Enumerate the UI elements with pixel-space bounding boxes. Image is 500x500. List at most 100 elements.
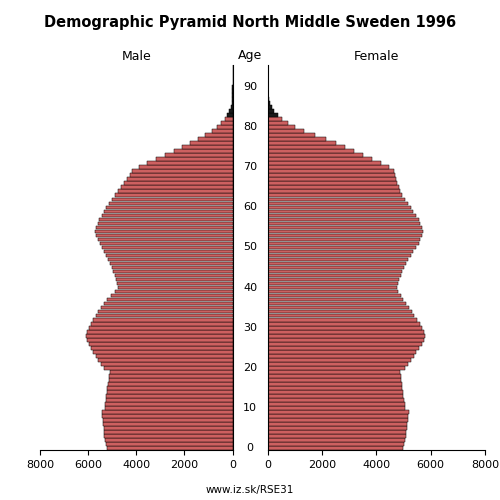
- Bar: [268, 270, 402, 274]
- Bar: [156, 158, 232, 161]
- Bar: [268, 386, 402, 390]
- Bar: [174, 150, 233, 153]
- Bar: [102, 414, 232, 418]
- Bar: [110, 262, 232, 266]
- Text: 10: 10: [243, 403, 257, 413]
- Bar: [104, 210, 232, 213]
- Bar: [138, 166, 232, 169]
- Bar: [268, 202, 408, 205]
- Bar: [110, 374, 232, 378]
- Bar: [132, 170, 232, 173]
- Bar: [268, 294, 400, 298]
- Bar: [107, 390, 232, 394]
- Bar: [108, 378, 232, 382]
- Bar: [99, 218, 232, 221]
- Bar: [100, 306, 232, 310]
- Bar: [268, 106, 272, 109]
- Bar: [268, 318, 417, 322]
- Bar: [268, 330, 424, 334]
- Bar: [147, 162, 232, 165]
- Bar: [268, 130, 304, 133]
- Bar: [88, 342, 233, 345]
- Bar: [96, 226, 232, 230]
- Text: Age: Age: [238, 50, 262, 62]
- Text: www.iz.sk/RSE31: www.iz.sk/RSE31: [206, 485, 294, 495]
- Bar: [268, 422, 407, 426]
- Bar: [222, 122, 232, 125]
- Bar: [110, 370, 232, 374]
- Bar: [86, 334, 233, 338]
- Bar: [268, 154, 363, 157]
- Bar: [268, 438, 405, 442]
- Bar: [230, 110, 232, 113]
- Bar: [104, 434, 232, 438]
- Bar: [88, 326, 233, 330]
- Bar: [91, 346, 233, 350]
- Bar: [96, 354, 232, 358]
- Bar: [108, 382, 232, 386]
- Text: Female: Female: [354, 50, 399, 62]
- Bar: [106, 254, 232, 258]
- Bar: [268, 362, 408, 366]
- Bar: [104, 250, 232, 254]
- Bar: [182, 146, 232, 149]
- Bar: [105, 438, 232, 442]
- Text: 80: 80: [243, 122, 257, 132]
- Bar: [98, 358, 232, 362]
- Bar: [268, 230, 423, 234]
- Bar: [102, 214, 232, 217]
- Bar: [108, 258, 232, 262]
- Bar: [104, 302, 232, 306]
- Bar: [106, 394, 232, 398]
- Bar: [112, 198, 232, 201]
- Bar: [268, 258, 408, 262]
- Bar: [268, 290, 398, 294]
- Bar: [268, 174, 396, 177]
- Bar: [115, 194, 232, 197]
- Bar: [268, 358, 411, 362]
- Bar: [268, 346, 419, 350]
- Bar: [110, 202, 232, 205]
- Bar: [104, 430, 232, 434]
- Bar: [268, 102, 270, 105]
- Bar: [94, 318, 232, 322]
- Bar: [98, 222, 232, 226]
- Bar: [268, 246, 416, 250]
- Bar: [268, 430, 406, 434]
- Text: 70: 70: [243, 162, 257, 172]
- Bar: [268, 382, 402, 386]
- Bar: [268, 178, 396, 181]
- Bar: [268, 342, 422, 345]
- Bar: [268, 410, 409, 414]
- Bar: [268, 426, 406, 430]
- Bar: [268, 242, 418, 246]
- Bar: [225, 118, 232, 121]
- Bar: [126, 178, 232, 181]
- Bar: [268, 442, 404, 446]
- Bar: [268, 286, 397, 290]
- Bar: [268, 310, 412, 314]
- Bar: [121, 186, 232, 189]
- Bar: [268, 218, 418, 221]
- Bar: [113, 270, 232, 274]
- Bar: [104, 426, 232, 430]
- Text: 50: 50: [243, 242, 257, 252]
- Bar: [268, 214, 416, 217]
- Bar: [106, 206, 232, 209]
- Bar: [268, 298, 404, 302]
- Bar: [108, 386, 232, 390]
- Bar: [102, 362, 232, 366]
- Bar: [116, 278, 232, 281]
- Bar: [103, 422, 232, 426]
- Bar: [268, 414, 408, 418]
- Bar: [268, 146, 344, 149]
- Bar: [268, 406, 405, 409]
- Bar: [268, 394, 404, 398]
- Bar: [268, 302, 406, 306]
- Text: 30: 30: [243, 322, 257, 332]
- Bar: [268, 166, 390, 169]
- Bar: [268, 354, 414, 358]
- Bar: [198, 138, 232, 141]
- Bar: [124, 182, 232, 185]
- Bar: [268, 398, 404, 402]
